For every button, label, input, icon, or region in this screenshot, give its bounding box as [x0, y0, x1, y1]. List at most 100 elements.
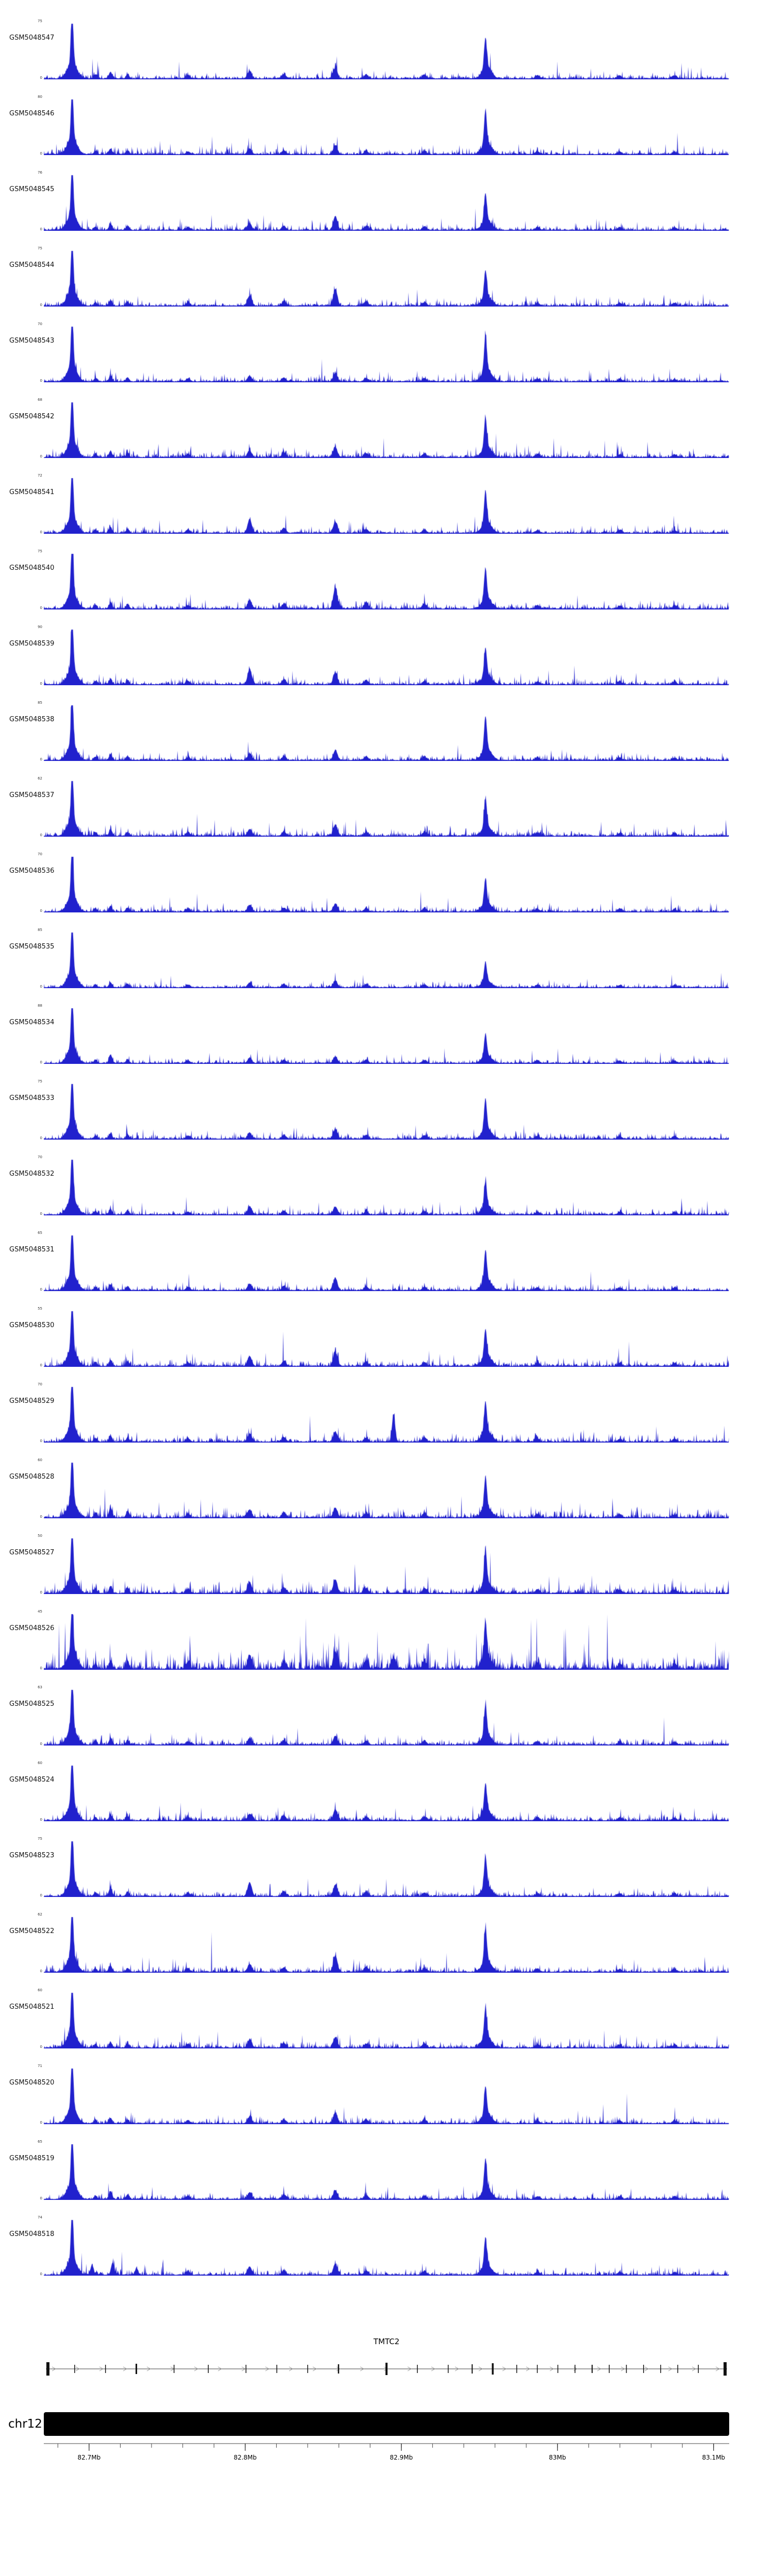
track-signal-canvas [44, 703, 729, 761]
track-ymin-label: 0 [40, 1666, 42, 1670]
track-sample-label: GSM5048522 [9, 1927, 55, 1935]
track-ymin-label: 0 [40, 2272, 42, 2276]
track-sample-label: GSM5048542 [9, 413, 55, 420]
track-ymax-label: 85 [38, 928, 42, 932]
track-ymin-label: 0 [40, 303, 42, 307]
track-ymax-label: 85 [38, 701, 42, 705]
signal-track-row: GSM5048537 62 0 [0, 771, 773, 846]
track-ymin-label: 0 [40, 1893, 42, 1897]
track-signal-canvas [44, 400, 729, 458]
track-ymin-label: 0 [40, 985, 42, 989]
track-ymax-label: 70 [38, 1382, 42, 1386]
signal-track-row: GSM5048540 75 0 [0, 544, 773, 619]
track-ymin-label: 0 [40, 530, 42, 534]
signal-track-row: GSM5048546 80 0 [0, 89, 773, 165]
chromosome-label: chr12 [8, 2417, 42, 2431]
track-ymax-label: 75 [38, 549, 42, 553]
track-ymin-label: 0 [40, 606, 42, 610]
track-sample-label: GSM5048541 [9, 488, 55, 496]
track-signal-canvas [44, 1006, 729, 1064]
track-ymax-label: 80 [38, 95, 42, 99]
track-ymin-label: 0 [40, 227, 42, 231]
track-ymax-label: 74 [38, 2215, 42, 2219]
track-signal-canvas [44, 1764, 729, 1821]
track-ymax-label: 70 [38, 1155, 42, 1159]
track-ymax-label: 68 [38, 398, 42, 402]
signal-track-row: GSM5048539 90 0 [0, 619, 773, 695]
svg-text:83Mb: 83Mb [549, 2454, 566, 2461]
track-sample-label: GSM5048526 [9, 1624, 55, 1632]
track-ymin-label: 0 [40, 1742, 42, 1746]
track-sample-label: GSM5048546 [9, 110, 55, 117]
track-sample-label: GSM5048536 [9, 867, 55, 875]
track-signal-canvas [44, 1385, 729, 1443]
svg-text:83.1Mb: 83.1Mb [702, 2454, 725, 2461]
signal-track-row: GSM5048547 75 0 [0, 13, 773, 89]
track-signal-canvas [44, 22, 729, 79]
signal-track-row: GSM5048522 62 0 [0, 1907, 773, 1982]
track-signal-canvas [44, 1233, 729, 1291]
track-signal-canvas [44, 2066, 729, 2124]
track-ymin-label: 0 [40, 757, 42, 761]
track-signal-canvas [44, 1461, 729, 1518]
track-sample-label: GSM5048540 [9, 564, 55, 572]
track-sample-label: GSM5048539 [9, 640, 55, 648]
track-signal-canvas [44, 552, 729, 609]
signal-track-row: GSM5048518 74 0 [0, 2210, 773, 2285]
track-ymax-label: 90 [38, 625, 42, 629]
track-ymax-label: 70 [38, 322, 42, 326]
track-ymax-label: 72 [38, 473, 42, 478]
track-signal-canvas [44, 779, 729, 837]
track-ymin-label: 0 [40, 2196, 42, 2200]
track-sample-label: GSM5048544 [9, 261, 55, 269]
track-sample-label: GSM5048524 [9, 1776, 55, 1784]
track-signal-canvas [44, 97, 729, 155]
track-signal-canvas [44, 173, 729, 231]
track-ymin-label: 0 [40, 1212, 42, 1216]
gene-name-label: TMTC2 [373, 2337, 400, 2346]
signal-track-row: GSM5048523 75 0 [0, 1831, 773, 1907]
track-ymax-label: 76 [38, 171, 42, 175]
track-signal-canvas [44, 628, 729, 685]
track-ymin-label: 0 [40, 1515, 42, 1519]
track-signal-canvas [44, 855, 729, 912]
genome-axis: 82.7Mb 82.8Mb 82.9Mb 83Mb 83.1Mb [44, 2443, 729, 2461]
signal-track-row: GSM5048538 85 0 [0, 695, 773, 771]
track-ymax-label: 65 [38, 1231, 42, 1235]
track-signal-canvas [44, 930, 729, 988]
track-sample-label: GSM5048535 [9, 943, 55, 951]
track-ymin-label: 0 [40, 833, 42, 837]
track-signal-canvas [44, 249, 729, 307]
track-ymax-label: 50 [38, 1534, 42, 1538]
track-ymin-label: 0 [40, 1060, 42, 1064]
track-ymin-label: 0 [40, 1818, 42, 1822]
track-sample-label: GSM5048529 [9, 1397, 55, 1405]
track-ymin-label: 0 [40, 682, 42, 686]
track-ymax-label: 60 [38, 1761, 42, 1765]
track-ymax-label: 62 [38, 1912, 42, 1917]
track-ymax-label: 75 [38, 1079, 42, 1083]
track-sample-label: GSM5048528 [9, 1473, 55, 1481]
track-ymin-label: 0 [40, 909, 42, 913]
track-signal-canvas [44, 1612, 729, 1670]
signal-track-row: GSM5048536 70 0 [0, 846, 773, 922]
track-sample-label: GSM5048537 [9, 791, 55, 799]
track-sample-label: GSM5048545 [9, 185, 55, 193]
signal-track-row: GSM5048529 70 0 [0, 1377, 773, 1452]
signal-track-row: GSM5048519 65 0 [0, 2134, 773, 2210]
signal-track-row: GSM5048520 71 0 [0, 2058, 773, 2134]
track-ymax-label: 75 [38, 246, 42, 250]
track-ymax-label: 71 [38, 2064, 42, 2068]
track-ymax-label: 75 [38, 19, 42, 23]
track-sample-label: GSM5048532 [9, 1170, 55, 1178]
track-signal-canvas [44, 2218, 729, 2276]
track-signal-canvas [44, 1536, 729, 1594]
svg-text:82.8Mb: 82.8Mb [233, 2454, 257, 2461]
track-signal-canvas [44, 1309, 729, 1367]
track-ymin-label: 0 [40, 1969, 42, 1973]
signal-track-row: GSM5048532 70 0 [0, 1149, 773, 1225]
track-sample-label: GSM5048521 [9, 2003, 55, 2011]
track-signal-canvas [44, 1915, 729, 1973]
track-ymin-label: 0 [40, 454, 42, 459]
track-ymax-label: 45 [38, 1609, 42, 1614]
